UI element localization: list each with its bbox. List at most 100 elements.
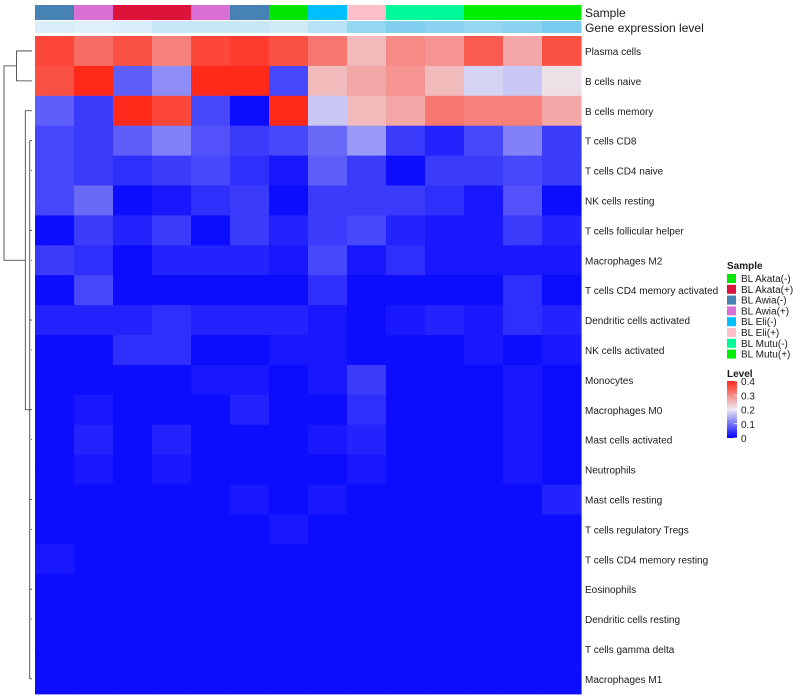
heatmap-cell bbox=[503, 424, 543, 456]
heatmap-cell bbox=[464, 215, 504, 246]
heatmap-cell bbox=[230, 275, 270, 306]
sample-annotation-cell bbox=[503, 5, 543, 20]
heatmap-cell bbox=[269, 634, 309, 665]
heatmap-cell bbox=[425, 185, 465, 216]
heatmap-cell bbox=[230, 424, 270, 456]
heatmap-cell bbox=[503, 155, 543, 187]
heatmap-cell bbox=[35, 574, 75, 605]
heatmap-cell bbox=[347, 364, 387, 396]
heatmap-cell bbox=[425, 364, 465, 396]
sample-annotation-track bbox=[35, 5, 582, 20]
heatmap-cell bbox=[74, 454, 114, 486]
heatmap-cell bbox=[542, 574, 582, 605]
heatmap-cell bbox=[191, 514, 231, 545]
heatmap-cell bbox=[503, 215, 543, 246]
heatmap-cell bbox=[503, 185, 543, 216]
heatmap-cell bbox=[386, 95, 426, 127]
heatmap-cell bbox=[386, 245, 426, 276]
heatmap-cells bbox=[35, 36, 582, 695]
heatmap-cell bbox=[386, 335, 426, 366]
row-label: T cells gamma delta bbox=[585, 645, 675, 656]
row-label: Plasma cells bbox=[585, 47, 641, 58]
heatmap-cell bbox=[269, 245, 309, 276]
heatmap-cell bbox=[74, 663, 114, 695]
heatmap-cell bbox=[152, 245, 192, 276]
heatmap-cell bbox=[152, 275, 192, 306]
expression-annotation-cell bbox=[152, 21, 192, 33]
heatmap-cell bbox=[113, 275, 153, 306]
heatmap-cell bbox=[308, 125, 348, 157]
expression-annotation-cell bbox=[230, 21, 270, 33]
level-legend: Level 0.4 0.3 0.2 0.1 0 bbox=[727, 369, 755, 445]
heatmap-cell bbox=[464, 454, 504, 486]
heatmap-cell bbox=[386, 663, 426, 695]
heatmap-cell bbox=[425, 544, 465, 575]
heatmap-cell bbox=[230, 604, 270, 635]
heatmap-cell bbox=[425, 424, 465, 456]
expression-annotation-cell bbox=[542, 21, 582, 33]
heatmap-cell bbox=[503, 95, 543, 127]
heatmap-cell bbox=[152, 335, 192, 366]
row-label: Mast cells activated bbox=[585, 436, 672, 447]
heatmap-cell bbox=[542, 484, 582, 515]
heatmap-cell bbox=[35, 514, 75, 545]
heatmap-cell bbox=[542, 424, 582, 456]
heatmap-cell bbox=[191, 634, 231, 665]
heatmap-cell bbox=[74, 335, 114, 366]
heatmap-cell bbox=[113, 514, 153, 545]
heatmap-cell bbox=[35, 335, 75, 366]
heatmap-cell bbox=[347, 604, 387, 635]
heatmap-cell bbox=[425, 454, 465, 486]
heatmap-cell bbox=[542, 125, 582, 157]
heatmap-cell bbox=[35, 364, 75, 396]
heatmap-cell bbox=[152, 125, 192, 157]
heatmap-cell bbox=[230, 574, 270, 605]
heatmap-cell bbox=[464, 604, 504, 635]
heatmap-cell bbox=[269, 305, 309, 336]
heatmap-cell bbox=[152, 544, 192, 575]
row-label: Dendritic cells resting bbox=[585, 615, 680, 626]
heatmap-cell bbox=[269, 424, 309, 456]
heatmap-cell bbox=[386, 185, 426, 216]
heatmap-cell bbox=[386, 604, 426, 635]
legend-swatch bbox=[727, 338, 736, 348]
heatmap-cell bbox=[191, 663, 231, 695]
heatmap-cell bbox=[347, 245, 387, 276]
dendrogram-branch bbox=[3, 65, 26, 261]
heatmap-cell bbox=[35, 634, 75, 665]
heatmap-cell bbox=[308, 544, 348, 575]
heatmap-cell bbox=[35, 544, 75, 575]
heatmap-cell bbox=[542, 604, 582, 635]
heatmap-cell bbox=[347, 514, 387, 545]
heatmap-cell bbox=[269, 364, 309, 396]
heatmap-cell bbox=[308, 394, 348, 426]
heatmap-cell bbox=[113, 364, 153, 396]
heatmap-cell bbox=[152, 394, 192, 426]
heatmap-cell bbox=[74, 305, 114, 336]
sample-legend: Sample BL Akata(-)BL Akata(+)BL Awia(-)B… bbox=[727, 261, 793, 361]
heatmap-cell bbox=[386, 424, 426, 456]
legend-label: BL Awia(-) bbox=[741, 296, 787, 307]
heatmap-cell bbox=[308, 95, 348, 127]
heatmap-cell bbox=[386, 155, 426, 187]
heatmap-cell bbox=[386, 544, 426, 575]
heatmap-cell bbox=[152, 36, 192, 67]
heatmap-cell bbox=[74, 604, 114, 635]
heatmap-cell bbox=[152, 155, 192, 187]
heatmap-cell bbox=[152, 604, 192, 635]
heatmap-cell bbox=[74, 484, 114, 515]
heatmap-cell bbox=[269, 155, 309, 187]
expression-annotation-cell bbox=[308, 21, 348, 33]
legend-label: BL Mutu(-) bbox=[741, 339, 788, 350]
heatmap-cell bbox=[74, 574, 114, 605]
heatmap-cell bbox=[191, 364, 231, 396]
heatmap-cell bbox=[74, 544, 114, 575]
heatmap-cell bbox=[503, 544, 543, 575]
legend-label: BL Awia(+) bbox=[741, 306, 789, 317]
heatmap-cell bbox=[503, 245, 543, 276]
heatmap-cell bbox=[269, 185, 309, 216]
heatmap-cell bbox=[230, 335, 270, 366]
heatmap-cell bbox=[464, 185, 504, 216]
heatmap-cell bbox=[464, 574, 504, 605]
legend-swatch bbox=[727, 274, 736, 283]
